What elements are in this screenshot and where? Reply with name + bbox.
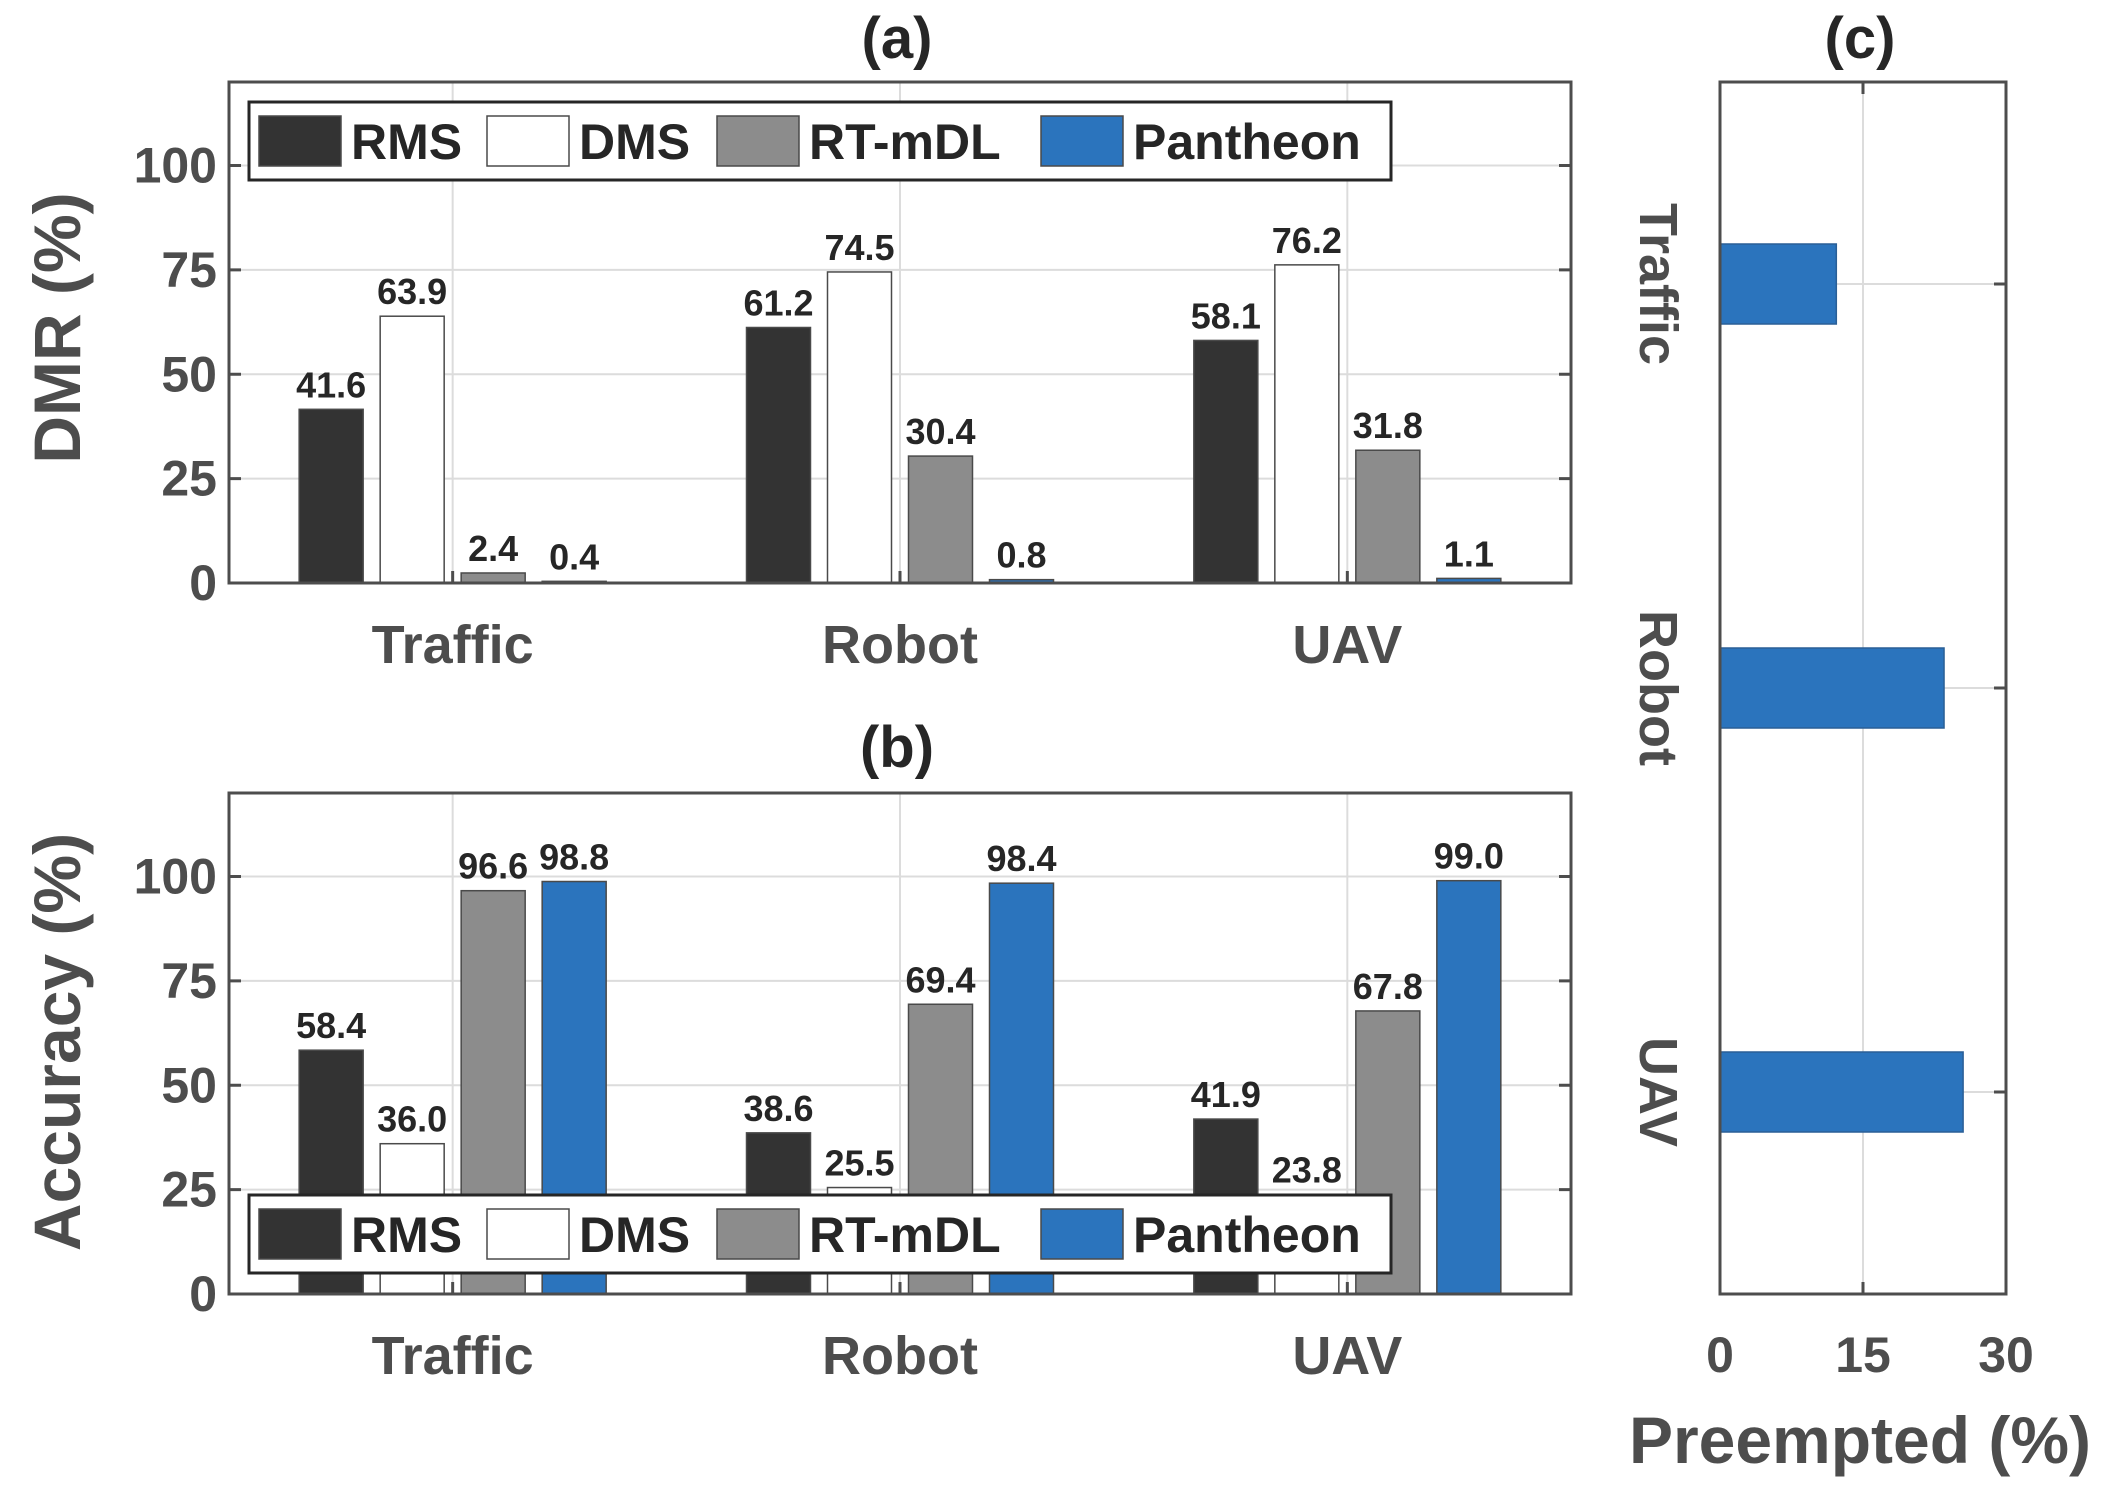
a-data-label-rt-mdl-traffic: 2.4	[468, 528, 518, 569]
a-bar-rms-robot	[745, 326, 812, 584]
panel-c: (c) Preempted (%) 0 15 30 Traffic Robot UAV	[1628, 6, 2091, 1477]
a-bar-rt-mdl-robot	[907, 455, 974, 584]
panel-b-grid	[229, 793, 1571, 1294]
b-y-tick-label-75: 75	[161, 953, 217, 1009]
b-legend-swatch-pantheon	[1040, 1208, 1124, 1260]
b-data-label-rms-robot: 38.6	[743, 1088, 813, 1129]
c-y-tick-label-traffic: Traffic	[1628, 203, 1688, 365]
a-bar-rt-mdl-uav	[1355, 449, 1421, 584]
a-bar-rms-uav	[1193, 339, 1259, 584]
b-data-label-rt-mdl-traffic: 96.6	[458, 846, 528, 887]
a-legend-label-rt-mdl: RT-mDL	[809, 114, 1001, 170]
panel-a-bars	[298, 264, 1502, 584]
a-data-label-rms-uav: 58.1	[1191, 295, 1261, 336]
b-bar-pantheon-uav	[1436, 879, 1502, 1295]
a-x-tick-label-robot: Robot	[822, 615, 978, 675]
b-legend-box	[247, 1193, 1393, 1275]
b-data-label-dms-uav: 23.8	[1272, 1150, 1342, 1191]
panel-c-x-axis-label: Preempted (%)	[1629, 1403, 2091, 1477]
a-data-label-dms-uav: 76.2	[1272, 220, 1342, 261]
a-bar-dms-traffic	[379, 315, 445, 584]
b-legend-swatch-rms	[258, 1208, 342, 1260]
a-data-label-pantheon-uav: 1.1	[1444, 533, 1494, 574]
a-legend-swatch-rt-mdl	[716, 115, 800, 167]
b-data-label-pantheon-traffic: 98.8	[539, 837, 609, 878]
a-x-tick-label-uav: UAV	[1292, 615, 1402, 675]
panel-b-title: (b)	[860, 715, 934, 780]
a-legend-label-rms: RMS	[351, 114, 462, 170]
a-data-label-pantheon-traffic: 0.4	[549, 536, 599, 577]
a-data-label-rt-mdl-robot: 30.4	[905, 411, 975, 452]
c-x-tick-label-30: 30	[1978, 1327, 2034, 1383]
b-legend-label-rms: RMS	[351, 1207, 462, 1263]
a-y-tick-label-75: 75	[161, 242, 217, 298]
a-data-label-dms-traffic: 63.9	[377, 271, 447, 312]
c-x-tick-label-0: 0	[1706, 1327, 1734, 1383]
panel-a-axes: 0 25 50 75 100 Traffic Robot UAV	[134, 80, 1573, 675]
a-bar-rms-traffic	[298, 408, 364, 584]
b-legend-label-dms: DMS	[579, 1207, 690, 1263]
b-data-label-pantheon-uav: 99.0	[1434, 836, 1504, 877]
b-data-label-dms-traffic: 36.0	[377, 1099, 447, 1140]
panel-a-legend: RMS DMS RT-mDL Pantheon	[247, 100, 1393, 182]
panel-b-axes: 0 25 50 75 100 Traffic Robot UAV	[134, 791, 1573, 1386]
a-y-tick-label-25: 25	[161, 451, 217, 507]
panel-c-bars	[1719, 243, 1964, 1133]
a-y-tick-label-0: 0	[189, 555, 217, 611]
panel-a: (a) DMR (%) 41.6 61.2 58.1 63.9 74.5 76.2 2.4 3…	[20, 6, 1573, 675]
a-x-tick-label-traffic: Traffic	[372, 615, 534, 675]
a-bar-dms-uav	[1274, 264, 1340, 584]
b-x-tick-label-robot: Robot	[822, 1326, 978, 1386]
b-x-tick-label-traffic: Traffic	[372, 1326, 534, 1386]
b-data-label-rt-mdl-uav: 67.8	[1353, 966, 1423, 1007]
a-legend-swatch-pantheon	[1040, 115, 1124, 167]
a-y-tick-label-50: 50	[161, 346, 217, 402]
c-y-tick-label-uav: UAV	[1628, 1037, 1688, 1147]
b-y-tick-label-0: 0	[189, 1266, 217, 1322]
a-data-label-pantheon-robot: 0.8	[996, 535, 1046, 576]
c-bar-uav	[1719, 1051, 1964, 1133]
panel-a-title: (a)	[862, 6, 933, 71]
b-y-tick-label-50: 50	[161, 1057, 217, 1113]
a-data-label-rms-robot: 61.2	[743, 282, 813, 323]
b-legend-label-rt-mdl: RT-mDL	[809, 1207, 1001, 1263]
b-data-label-rms-uav: 41.9	[1191, 1074, 1261, 1115]
a-legend-swatch-rms	[258, 115, 342, 167]
a-legend-box	[247, 100, 1393, 182]
a-legend-swatch-dms	[486, 115, 570, 167]
c-bar-traffic	[1719, 243, 1838, 325]
b-data-label-pantheon-robot: 98.4	[986, 838, 1056, 879]
a-data-label-rt-mdl-uav: 31.8	[1353, 405, 1423, 446]
b-data-label-rt-mdl-robot: 69.4	[905, 959, 975, 1000]
a-y-tick-label-100: 100	[134, 138, 217, 194]
b-legend-label-pantheon: Pantheon	[1133, 1207, 1361, 1263]
b-y-tick-label-25: 25	[161, 1162, 217, 1218]
b-x-tick-label-uav: UAV	[1292, 1326, 1402, 1386]
b-legend-swatch-dms	[486, 1208, 570, 1260]
panel-a-data-labels: 41.6 61.2 58.1 63.9 74.5 76.2 2.4 30.4 31.8 0.4 0.…	[296, 220, 1494, 577]
a-data-label-rms-traffic: 41.6	[296, 364, 366, 405]
panel-b: (b) Accuracy (%) 58.4 38.6 41.9 36.0 25.5 23.…	[20, 715, 1573, 1386]
b-y-tick-label-100: 100	[134, 849, 217, 905]
b-legend-swatch-rt-mdl	[716, 1208, 800, 1260]
panel-b-legend: RMS DMS RT-mDL Pantheon	[247, 1193, 1393, 1275]
a-legend-label-dms: DMS	[579, 114, 690, 170]
c-x-tick-label-15: 15	[1835, 1327, 1891, 1383]
a-legend-label-pantheon: Pantheon	[1133, 114, 1361, 170]
c-bar-robot	[1719, 647, 1945, 729]
panel-b-data-labels: 58.4 38.6 41.9 36.0 25.5 23.8 96.6 69.4 67.8 98.8…	[296, 836, 1504, 1191]
b-data-label-rms-traffic: 58.4	[296, 1005, 366, 1046]
a-data-label-dms-robot: 74.5	[824, 227, 894, 268]
b-data-label-dms-robot: 25.5	[824, 1143, 894, 1184]
c-y-tick-label-robot: Robot	[1628, 610, 1688, 766]
panel-c-axes: 0 15 30 Traffic Robot UAV	[1628, 80, 2034, 1383]
a-bar-rt-mdl-traffic	[460, 572, 526, 584]
a-bar-dms-robot	[826, 271, 893, 584]
panel-c-title: (c)	[1825, 6, 1896, 71]
panel-b-y-axis-label: Accuracy (%)	[20, 833, 94, 1251]
panel-a-y-axis-label: DMR (%)	[20, 192, 94, 463]
